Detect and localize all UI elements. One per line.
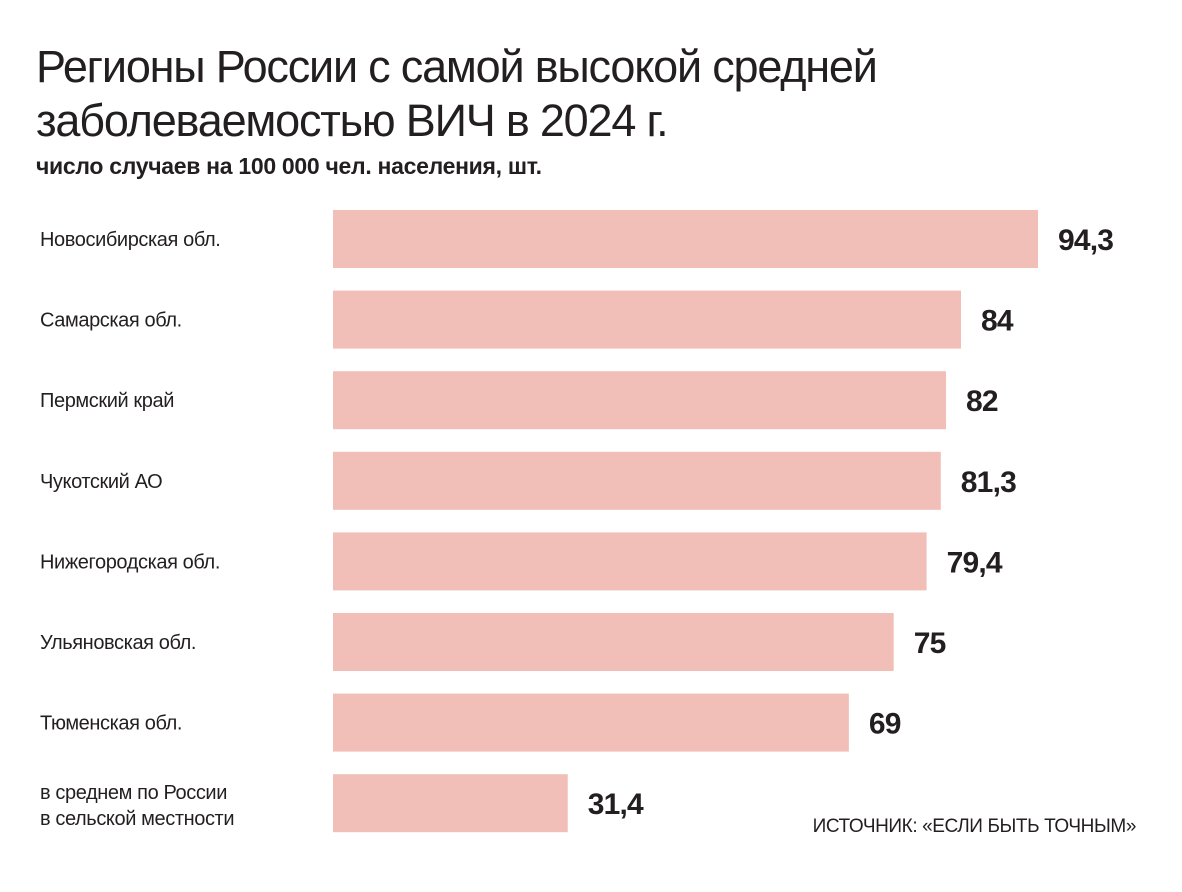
bar — [333, 532, 927, 591]
category-label: Новосибирская обл. — [40, 229, 220, 251]
value-label: 82 — [966, 385, 998, 418]
bar — [333, 451, 941, 510]
value-label: 31,4 — [588, 788, 644, 821]
value-label: 69 — [869, 708, 901, 741]
category-label: Самарская обл. — [40, 310, 182, 332]
source-note: ИСТОЧНИК: «ЕСЛИ БЫТЬ ТОЧНЫМ» — [812, 816, 1137, 837]
chart-title: Регионы России с самой высокой средней з… — [36, 41, 878, 146]
category-label: Чукотский АО — [40, 471, 162, 493]
category-label: Тюменская обл. — [40, 713, 182, 735]
value-label: 79,4 — [947, 546, 1003, 579]
value-label: 81,3 — [961, 466, 1016, 499]
bar — [333, 613, 894, 671]
chart-subtitle: число случаев на 100 000 чел. населения,… — [36, 153, 542, 179]
bar — [333, 774, 568, 833]
category-label: Нижегородская обл. — [40, 551, 220, 573]
category-label: в среднем по России в сельской местности — [40, 782, 234, 830]
value-label: 75 — [914, 627, 946, 660]
category-label: Ульяновская обл. — [40, 632, 196, 654]
category-label: Пермский край — [40, 390, 174, 412]
bar — [333, 693, 849, 752]
value-label: 84 — [981, 305, 1014, 338]
bar — [333, 290, 961, 349]
value-label: 94,3 — [1058, 224, 1113, 257]
bar — [333, 371, 947, 430]
bar — [333, 210, 1038, 268]
